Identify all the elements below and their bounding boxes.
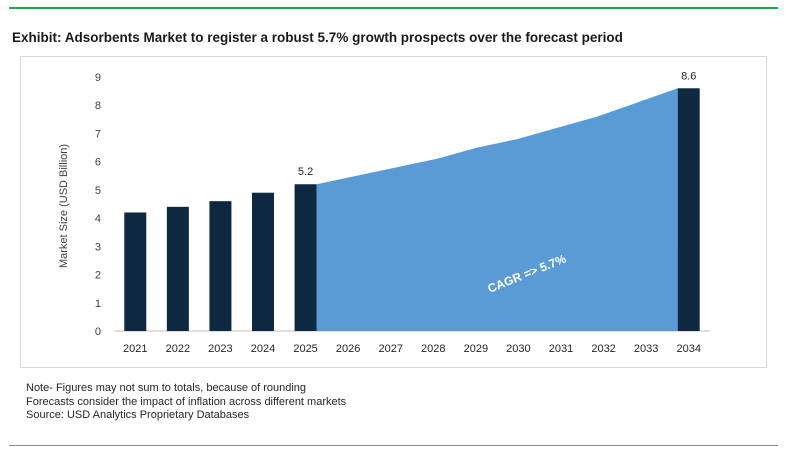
bars [124, 88, 700, 332]
data-label-2025: 5.2 [298, 166, 313, 178]
x-tick-label: 2025 [293, 343, 317, 355]
x-tick-label: 2028 [421, 343, 445, 355]
x-tick-label: 2024 [251, 343, 275, 355]
x-tick-label: 2030 [506, 343, 530, 355]
x-tick-label: 2029 [464, 343, 488, 355]
x-tick-label: 2022 [166, 343, 190, 355]
x-tick-label: 2026 [336, 343, 360, 355]
bar-2024 [252, 192, 274, 331]
y-axis-ticks: 0 1 2 3 4 5 6 7 8 9 [95, 72, 101, 338]
x-tick-label: 2033 [634, 343, 658, 355]
x-tick-label: 2027 [378, 343, 402, 355]
footnotes: Note- Figures may not sum to totals, bec… [26, 382, 346, 423]
chart-frame [20, 56, 767, 368]
top-accent-rule [9, 7, 778, 9]
bar-2034 [677, 88, 700, 332]
y-tick-label: 1 [95, 298, 101, 310]
bar-2021 [124, 212, 147, 331]
note-source: Source: USD Analytics Proprietary Databa… [26, 409, 250, 421]
y-tick-label: 2 [95, 270, 101, 282]
data-label-2034: 8.6 [681, 70, 696, 82]
data-labels: 5.2 8.6 [298, 70, 696, 178]
y-tick-label: 5 [95, 185, 101, 197]
y-tick-label: 8 [95, 100, 101, 112]
forecast-area [316, 88, 678, 331]
y-tick-label: 7 [95, 128, 101, 140]
bar-2023 [209, 201, 232, 331]
x-tick-label: 2021 [123, 343, 147, 355]
y-tick-label: 0 [95, 326, 101, 338]
note-rounding: Note- Figures may not sum to totals, bec… [26, 382, 307, 394]
y-axis-title: Market Size (USD Billion) [58, 144, 70, 268]
bottom-rule [9, 445, 778, 446]
x-tick-label: 2034 [676, 343, 700, 355]
bar-2022 [166, 206, 189, 331]
bar-2025 [294, 184, 317, 331]
x-tick-label: 2031 [549, 343, 573, 355]
y-tick-label: 4 [95, 213, 101, 225]
y-tick-label: 6 [95, 157, 101, 169]
exhibit-title: Exhibit: Adsorbents Market to register a… [12, 30, 623, 45]
y-tick-label: 3 [95, 241, 101, 253]
x-axis-ticks: 2021 2022 2023 2024 2025 2026 2027 2028 2029 2030… [123, 343, 701, 355]
x-tick-label: 2023 [208, 343, 232, 355]
x-tick-label: 2032 [591, 343, 615, 355]
y-tick-label: 9 [95, 72, 101, 84]
note-inflation: Forecasts consider the impact of inflati… [26, 395, 347, 408]
